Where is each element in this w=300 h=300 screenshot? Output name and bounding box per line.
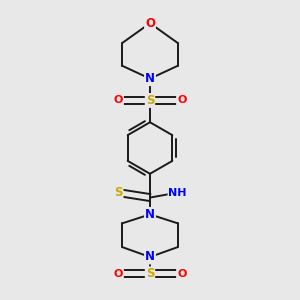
- Text: NH: NH: [169, 188, 187, 198]
- Text: O: O: [177, 269, 186, 279]
- Text: S: S: [146, 94, 154, 107]
- Text: O: O: [114, 95, 123, 106]
- Text: N: N: [145, 72, 155, 85]
- Text: S: S: [146, 267, 154, 280]
- Text: O: O: [177, 95, 186, 106]
- Text: O: O: [114, 269, 123, 279]
- Text: O: O: [145, 17, 155, 30]
- Text: N: N: [145, 250, 155, 263]
- Text: S: S: [114, 186, 122, 199]
- Text: N: N: [145, 208, 155, 221]
